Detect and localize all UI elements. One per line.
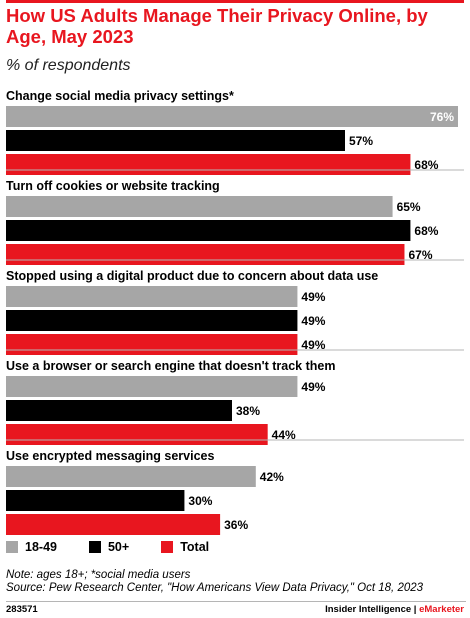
category-label: Change social media privacy settings* <box>6 89 234 103</box>
value-label-18-49: 65% <box>397 200 421 214</box>
value-label-18-49: 49% <box>301 290 325 304</box>
legend-item-50-plus: 50+ <box>88 540 130 554</box>
value-label-total: 36% <box>224 518 248 532</box>
legend-swatch-total <box>161 541 174 553</box>
legend-label-18-49: 18-49 <box>25 540 57 554</box>
legend-swatch-18-49 <box>6 541 18 553</box>
value-label-total: 68% <box>414 158 438 172</box>
value-label-total: 67% <box>408 248 432 262</box>
value-label-18-49: 42% <box>260 470 284 484</box>
bar-total <box>6 244 405 265</box>
footer-brand: Insider Intelligence | eMarketer <box>325 604 464 615</box>
legend: 18-49 50+ Total <box>6 538 241 556</box>
legend-item-total: Total <box>161 540 209 554</box>
bar-50-plus <box>6 130 345 151</box>
value-label-50-plus: 49% <box>301 314 325 328</box>
bar-18-49 <box>6 466 256 487</box>
note-text: Note: ages 18+; *social media users <box>6 569 191 581</box>
bar-total <box>6 334 298 355</box>
category-label: Use a browser or search engine that does… <box>6 359 335 373</box>
bar-18-49 <box>6 286 298 307</box>
footer-rule <box>6 601 466 602</box>
bar-chart: Change social media privacy settings* 76%… <box>6 89 464 535</box>
value-label-total: 44% <box>272 428 296 442</box>
top-accent-rule <box>6 0 464 3</box>
brand-left: Insider Intelligence <box>325 604 412 615</box>
category-label: Stopped using a digital product due to c… <box>6 269 378 283</box>
bar-18-49 <box>6 196 393 217</box>
chart-subtitle: % of respondents <box>6 57 131 74</box>
legend-swatch-50-plus <box>88 541 101 553</box>
legend-item-18-49: 18-49 <box>6 540 57 554</box>
notes: Note: ages 18+; *social media users Sour… <box>6 569 423 595</box>
bar-18-49 <box>6 106 458 127</box>
chart-id: 283571 <box>6 604 38 615</box>
bar-total <box>6 424 268 445</box>
category-label: Turn off cookies or website tracking <box>6 179 220 193</box>
category-label: Use encrypted messaging services <box>6 449 214 463</box>
bar-50-plus <box>6 220 411 241</box>
brand-right: eMarketer <box>419 604 464 615</box>
value-label-total: 49% <box>301 338 325 352</box>
bar-total <box>6 514 221 535</box>
value-label-50-plus: 57% <box>349 134 373 148</box>
chart-title: How US Adults Manage Their Privacy Onlin… <box>6 5 428 47</box>
bar-50-plus <box>6 400 232 421</box>
brand-separator: | <box>411 604 420 615</box>
legend-label-total: Total <box>180 540 210 554</box>
value-label-50-plus: 68% <box>414 224 438 238</box>
bar-50-plus <box>6 490 185 511</box>
value-label-50-plus: 38% <box>236 404 260 418</box>
value-label-18-49: 76% <box>430 110 454 124</box>
value-label-50-plus: 30% <box>188 494 212 508</box>
value-label-18-49: 49% <box>301 380 325 394</box>
bar-total <box>6 154 411 175</box>
bar-50-plus <box>6 310 298 331</box>
legend-label-50-plus: 50+ <box>107 540 130 554</box>
source-text: Source: Pew Research Center, "How Americ… <box>6 582 424 594</box>
bar-18-49 <box>6 376 298 397</box>
